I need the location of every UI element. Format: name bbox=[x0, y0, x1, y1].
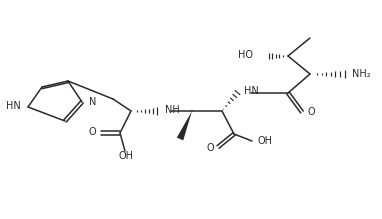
Text: NH₂: NH₂ bbox=[352, 69, 371, 79]
Text: OH: OH bbox=[258, 136, 273, 146]
Text: OH: OH bbox=[118, 151, 133, 161]
Text: N: N bbox=[89, 97, 96, 107]
Text: HN: HN bbox=[244, 86, 259, 96]
Polygon shape bbox=[177, 111, 192, 140]
Text: O: O bbox=[307, 107, 315, 117]
Text: O: O bbox=[206, 143, 214, 153]
Text: HO: HO bbox=[238, 50, 253, 60]
Text: O: O bbox=[88, 127, 96, 137]
Text: HN: HN bbox=[6, 101, 21, 111]
Text: NH: NH bbox=[165, 105, 180, 115]
